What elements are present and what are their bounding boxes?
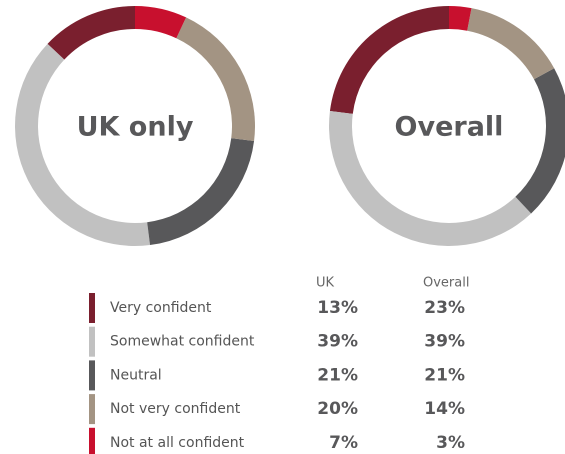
table-value: 21%: [317, 365, 358, 385]
legend-swatch: [89, 427, 95, 454]
legend-label: Neutral: [110, 367, 162, 383]
column-header: UK: [316, 276, 335, 291]
donut-segment: [135, 6, 187, 39]
table-value: 7%: [329, 433, 358, 453]
donut-segment: [329, 6, 449, 114]
legend-swatch: [89, 326, 95, 357]
table-value: 20%: [317, 399, 358, 419]
table-value: 14%: [424, 399, 465, 419]
donut-segment: [14, 43, 151, 247]
legend-swatch: [89, 360, 95, 391]
table-value: 21%: [424, 365, 465, 385]
donut-segment: [147, 138, 255, 246]
legend-swatch: [89, 394, 95, 425]
column-header: Overall: [423, 276, 469, 291]
donut-segment: [176, 17, 255, 142]
legend-label: Not at all confident: [110, 435, 245, 451]
table-value: 3%: [436, 433, 465, 453]
table-value: 39%: [317, 332, 358, 352]
donut-segment: [47, 6, 135, 60]
donut-title: Overall: [395, 112, 504, 143]
legend-label: Very confident: [110, 300, 212, 316]
legend-swatch: [89, 293, 95, 323]
donut-segment: [515, 68, 565, 214]
table-value: 13%: [317, 298, 358, 318]
donut-segment: [449, 6, 472, 31]
donut-title: UK only: [77, 112, 194, 143]
donut-segment: [329, 110, 532, 247]
legend-label: Not very confident: [110, 401, 241, 417]
legend-label: Somewhat confident: [110, 334, 255, 350]
table-value: 39%: [424, 332, 465, 352]
donut-segment: [467, 8, 555, 80]
table-value: 23%: [424, 298, 465, 318]
